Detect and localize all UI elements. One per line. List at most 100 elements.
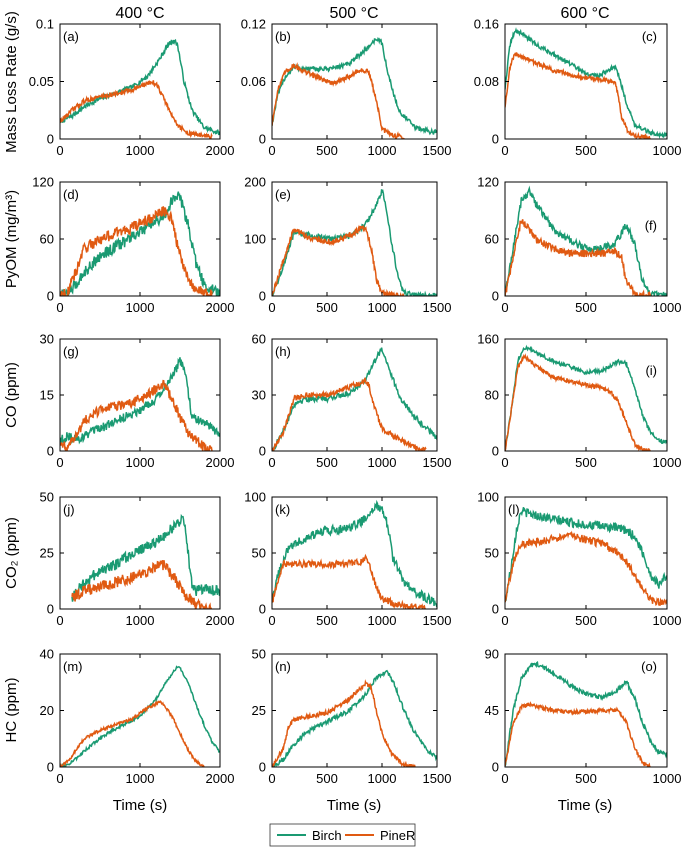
panel-m: 0 1000 2000 0 20 40 (m) [40,647,235,787]
y-tick-label: 0 [259,602,266,617]
x-tick-label: 0 [501,455,508,470]
series-line-birch-g [60,357,220,445]
axes-box [271,23,438,140]
y-tick-label: 0 [492,760,499,775]
panel-letter: (o) [641,659,657,674]
panel-c: 0 500 1000 0 0.08 0.16 (c) [474,17,682,159]
x-tick-label: 1500 [423,143,452,158]
series-line-birch-k [272,499,437,608]
series-line-birch-c [505,27,667,139]
legend-label-birch: Birch [312,828,342,843]
panel-h: 0 500 1000 1500 0 30 60 (h) [252,332,452,471]
x-tick-label: 0 [501,143,508,158]
panel-letter: (h) [275,344,291,359]
x-tick-label: 0 [56,613,63,628]
panel-letter: (b) [275,29,291,44]
x-tick-label: 1500 [423,455,452,470]
x-tick-label: 1000 [653,613,682,628]
panel-letter: (k) [275,502,290,517]
series-line-piner-f [505,219,652,296]
panel-k: 0 500 1000 1500 0 50 100 (k) [244,490,451,629]
axes-box [271,181,438,297]
x-tick-label: 1000 [653,455,682,470]
series-line-birch-i [505,344,667,451]
y-tick-label: 0 [47,289,54,304]
y-tick-label: 30 [252,388,266,403]
x-tick-label: 1000 [368,455,397,470]
panel-letter: (i) [645,363,657,378]
series-line-birch-l [505,507,667,603]
xlabel-col-3: Time (s) [558,797,612,814]
y-tick-label: 0 [47,444,54,459]
xlabel-col-2: Time (s) [327,797,381,814]
x-axis-labels: Time (s) Time (s) Time (s) [113,797,612,814]
panel-i: 0 500 1000 0 80 160 (i) [477,332,681,471]
y-tick-label: 0 [492,602,499,617]
panel-j: 0 1000 2000 0 25 50 (j) [40,490,235,629]
panel-l: 0 500 1000 0 50 100 (l) [477,490,681,629]
x-tick-label: 500 [575,455,597,470]
y-tick-label: 50 [252,647,266,662]
x-tick-label: 1000 [653,143,682,158]
x-tick-label: 1000 [368,300,397,315]
x-tick-label: 1000 [126,143,155,158]
panel-letter: (a) [63,29,79,44]
series-line-birch-d [60,191,220,296]
x-tick-label: 1500 [423,300,452,315]
y-tick-label: 0.06 [241,74,266,89]
panel-letter: (m) [63,659,83,674]
y-tick-label: 50 [40,490,54,505]
x-tick-label: 2000 [206,455,235,470]
x-tick-label: 0 [56,771,63,786]
x-tick-label: 0 [56,143,63,158]
y-tick-label: 60 [485,232,499,247]
x-tick-label: 1000 [653,300,682,315]
y-tick-label: 0.05 [29,74,54,89]
panel-letter: (e) [275,187,291,202]
y-tick-label: 30 [40,332,54,347]
panel-letter: (l) [508,502,520,517]
series-line-piner-a [60,79,213,139]
y-tick-label: 25 [40,546,54,561]
x-tick-label: 0 [501,300,508,315]
series-line-birch-a [60,38,220,136]
series-line-piner-b [272,62,405,139]
y-tick-label: 40 [40,647,54,662]
series-line-birch-f [505,185,667,296]
series-line-piner-h [272,377,427,451]
y-tick-label: 0 [259,444,266,459]
panel-b: 0 500 1000 1500 0 0.06 0.12 (b) [241,17,452,159]
panel-letter: (n) [275,659,291,674]
panel-letter: (g) [63,344,79,359]
ylabel-pyom: PyOM (mg/m³) [3,190,20,288]
panel-letter: (d) [63,187,79,202]
x-tick-label: 0 [268,613,275,628]
y-tick-label: 80 [485,388,499,403]
x-tick-label: 2000 [206,613,235,628]
x-tick-label: 0 [268,455,275,470]
y-tick-label: 120 [32,175,54,190]
panel-letter: (c) [642,29,657,44]
series-line-birch-j [71,513,220,602]
y-tick-label: 0 [259,760,266,775]
y-tick-label: 60 [40,232,54,247]
axes-box [271,338,438,452]
x-tick-label: 1000 [368,771,397,786]
series-line-piner-m [60,699,205,767]
x-tick-label: 1000 [368,613,397,628]
row-ylabels: Mass Loss Rate (g/s) PyOM (mg/m³) CO (pp… [3,11,20,742]
legend-label-piner: PineR [380,828,415,843]
x-tick-label: 1000 [368,143,397,158]
ylabel-hc: HC (ppm) [3,677,20,742]
axes-box [271,653,438,768]
series-line-birch-m [60,665,220,767]
x-tick-label: 0 [56,455,63,470]
x-tick-label: 500 [316,143,338,158]
x-tick-label: 500 [575,300,597,315]
y-tick-label: 100 [244,490,266,505]
column-header-600: 600 °C [560,5,609,22]
x-tick-label: 500 [316,771,338,786]
series-line-piner-d [60,206,213,296]
y-tick-label: 0 [492,132,499,147]
